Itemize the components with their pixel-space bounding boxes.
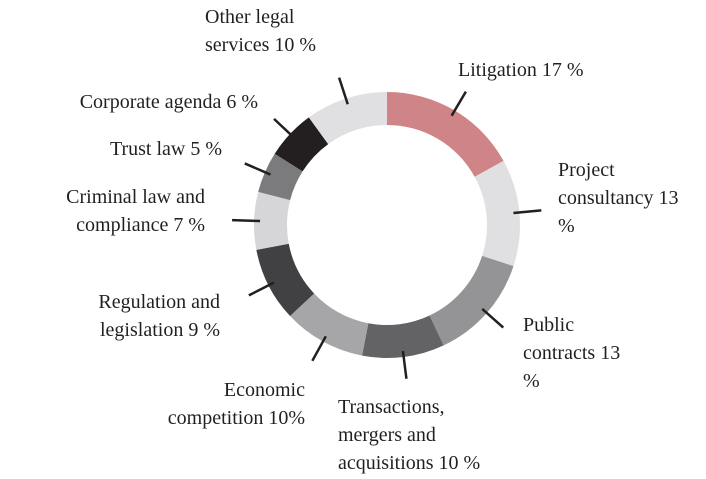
leader-line — [401, 350, 408, 379]
donut-segment — [308, 92, 387, 145]
leader-line — [481, 308, 505, 329]
value-label: 7 % — [173, 214, 205, 236]
segment-label: Project consultancy 13 % — [558, 156, 698, 240]
donut-segment — [429, 255, 514, 346]
donut-segment — [290, 293, 369, 356]
segment-label: Criminal law and compliance 7 % — [57, 183, 205, 239]
segment-label: Economic competition 10% — [145, 376, 305, 432]
category-label: Economic competition — [167, 379, 305, 429]
category-label: Other legal services — [205, 6, 295, 56]
category-label: Project consultancy — [558, 159, 654, 209]
segment-label: Litigation 17 % — [458, 56, 678, 84]
value-label: 10 % — [274, 34, 317, 56]
segment-label: Trust law 5 % — [22, 135, 222, 163]
category-label: Transactions, mergers and acquisitions — [338, 396, 445, 474]
category-label: Corporate agenda — [79, 91, 222, 113]
segment-label: Other legal services 10 % — [205, 3, 345, 59]
leader-line — [248, 281, 275, 297]
value-label: 9 % — [188, 319, 220, 341]
value-label: 10% — [268, 407, 305, 429]
leader-line — [232, 218, 261, 223]
leader-line — [311, 335, 327, 362]
value-label: 13 % — [523, 342, 621, 392]
leader-line — [273, 117, 296, 139]
segment-label: Public contracts 13 % — [523, 311, 635, 395]
donut-segment — [254, 191, 291, 250]
leader-line — [513, 209, 542, 215]
category-label: Regulation and legislation — [98, 291, 220, 341]
category-label: Criminal law and compliance — [66, 186, 205, 236]
value-label: 10 % — [438, 452, 481, 474]
donut-segment — [258, 153, 303, 201]
donut-segment — [474, 160, 521, 267]
donut-segment — [274, 117, 329, 172]
category-label: Public contracts — [523, 314, 596, 364]
value-label: 6 % — [226, 91, 258, 113]
leader-line — [244, 162, 271, 176]
category-label: Trust law — [109, 138, 186, 160]
leader-line — [450, 90, 467, 117]
value-label: 17 % — [541, 59, 584, 81]
segment-label: Corporate agenda 6 % — [0, 88, 258, 116]
segment-label: Transactions, mergers and acquisitions 1… — [338, 393, 510, 477]
value-label: 13 % — [558, 187, 679, 237]
segment-label: Regulation and legislation 9 % — [55, 288, 220, 344]
donut-segment — [256, 243, 315, 317]
category-label: Litigation — [458, 59, 537, 81]
value-label: 5 % — [190, 138, 222, 160]
donut-segment — [362, 315, 444, 358]
leader-line — [337, 77, 349, 105]
donut-segment — [387, 92, 504, 177]
